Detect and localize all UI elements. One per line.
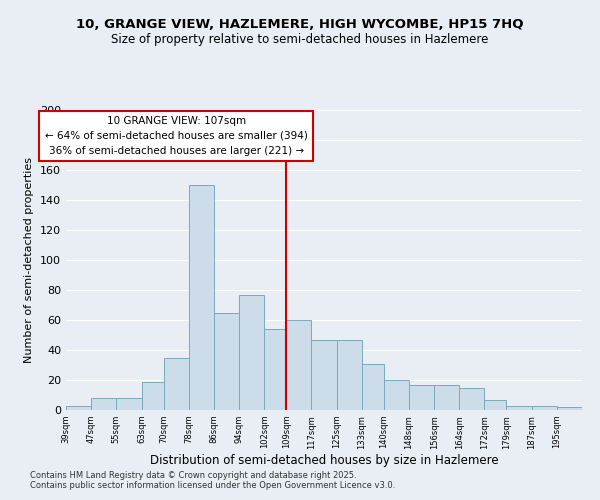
Bar [311,340,337,410]
Bar [214,312,239,410]
Text: 10, GRANGE VIEW, HAZLEMERE, HIGH WYCOMBE, HP15 7HQ: 10, GRANGE VIEW, HAZLEMERE, HIGH WYCOMBE… [76,18,524,30]
Bar [532,406,557,410]
Bar [164,358,189,410]
Bar [264,329,286,410]
Bar [66,406,91,410]
Bar [557,407,582,410]
Bar [459,388,484,410]
Bar [116,398,142,410]
Bar [286,320,311,410]
Text: Size of property relative to semi-detached houses in Hazlemere: Size of property relative to semi-detach… [112,32,488,46]
Bar [189,185,214,410]
Bar [434,384,459,410]
Y-axis label: Number of semi-detached properties: Number of semi-detached properties [25,157,34,363]
Bar [142,382,164,410]
Bar [384,380,409,410]
Bar [484,400,506,410]
Bar [362,364,384,410]
Bar [239,294,264,410]
X-axis label: Distribution of semi-detached houses by size in Hazlemere: Distribution of semi-detached houses by … [149,454,499,468]
Bar [409,384,434,410]
Bar [506,406,532,410]
Text: 10 GRANGE VIEW: 107sqm
← 64% of semi-detached houses are smaller (394)
36% of se: 10 GRANGE VIEW: 107sqm ← 64% of semi-det… [44,116,308,156]
Text: Contains HM Land Registry data © Crown copyright and database right 2025.
Contai: Contains HM Land Registry data © Crown c… [30,470,395,490]
Bar [91,398,116,410]
Bar [337,340,362,410]
